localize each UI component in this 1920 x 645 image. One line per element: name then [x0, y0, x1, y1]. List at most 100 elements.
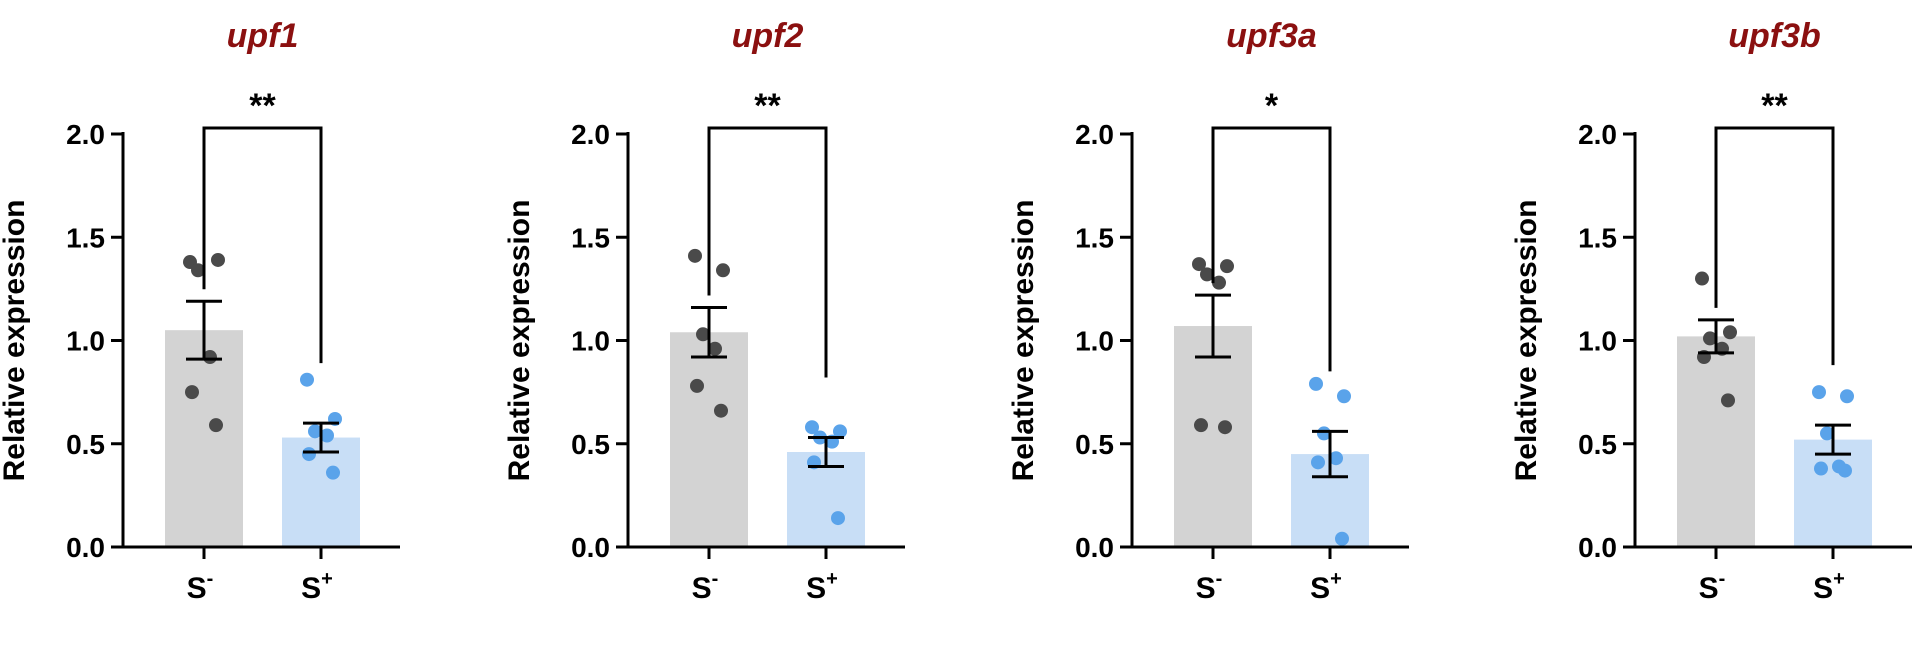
data-point-s-minus	[1194, 418, 1208, 433]
y-tick-label: 2.0	[1578, 119, 1617, 150]
data-point-s-plus	[1329, 451, 1343, 466]
chart-title: upf3b	[1728, 17, 1821, 55]
error-bar-s-minus	[1698, 318, 1734, 355]
y-tick-label: 2.0	[66, 119, 105, 150]
error-bar-s-plus	[1815, 423, 1851, 456]
data-point-s-minus	[714, 403, 728, 418]
data-point-s-plus	[833, 424, 847, 439]
data-point-s-plus	[308, 424, 322, 439]
error-bar-s-plus	[1312, 429, 1348, 479]
data-point-s-minus	[690, 378, 704, 393]
data-point-s-minus	[191, 263, 205, 278]
significance-bracket	[707, 126, 828, 378]
x-tick-label-base: S	[187, 572, 207, 605]
x-tick-label-base: S	[806, 572, 826, 605]
chart-panel-upf2: upf2 Relative expression ** 0.0 0.5 1.0 1.5 2.0…	[503, 17, 905, 605]
x-tick-label-base: S	[692, 572, 712, 605]
data-point-s-minus	[688, 248, 702, 263]
bar-s-minus	[1174, 326, 1252, 547]
y-tick-label: 0.0	[1075, 532, 1114, 563]
data-point-s-minus	[1212, 275, 1226, 290]
significance-bracket	[1714, 126, 1835, 366]
x-tick-label-base: S	[1699, 572, 1719, 605]
x-tick-label-superscript: -	[712, 568, 719, 590]
significance-label: **	[1761, 87, 1788, 125]
error-bar-s-minus	[1195, 293, 1231, 359]
data-point-s-minus	[708, 341, 722, 356]
x-tick-label-s-plus: S+	[1310, 568, 1342, 605]
bar-s-minus	[165, 330, 243, 547]
data-point-s-minus	[211, 252, 225, 267]
data-point-s-plus	[320, 428, 334, 443]
x-tick-label-s-plus: S+	[1813, 568, 1845, 605]
data-point-s-plus	[831, 511, 845, 526]
significance-bracket	[1211, 126, 1332, 372]
significance-label: *	[1265, 87, 1279, 125]
chart-title: upf2	[732, 17, 804, 55]
y-tick-label: 2.0	[1075, 119, 1114, 150]
data-point-s-minus	[185, 385, 199, 400]
data-point-s-plus	[1309, 376, 1323, 391]
y-tick-label: 0.5	[1075, 429, 1114, 460]
chart-panel-upf3b: upf3b Relative expression ** 0.0 0.5 1.0 1.5 2.…	[1510, 17, 1912, 605]
chart-panel-upf3a: upf3a Relative expression * 0.0 0.5 1.0 1.5 2.0…	[1007, 17, 1409, 605]
data-point-s-minus	[1220, 259, 1234, 274]
data-point-s-minus	[696, 327, 710, 342]
bar-s-minus	[1677, 336, 1755, 547]
x-tick-label-s-plus: S+	[301, 568, 333, 605]
significance-label: **	[754, 87, 781, 125]
x-tick-label-superscript: -	[1216, 568, 1223, 590]
y-axis-label: Relative expression	[1007, 200, 1040, 482]
y-tick-label: 2.0	[571, 119, 610, 150]
y-tick-label: 0.5	[1578, 429, 1617, 460]
y-tick-label: 1.0	[1578, 326, 1617, 357]
x-tick-label-s-plus: S+	[806, 568, 838, 605]
data-point-s-plus	[1335, 531, 1349, 546]
x-tick-label-s-minus: S-	[1196, 568, 1223, 605]
x-tick-label-base: S	[1813, 572, 1833, 605]
x-tick-label-s-minus: S-	[1699, 568, 1726, 605]
chart-panel-upf1: upf1 Relative expression ** 0.0 0.5 1.0 1.5 2.0…	[0, 17, 400, 605]
x-tick-label-superscript: +	[321, 568, 333, 590]
data-point-s-plus	[302, 447, 316, 462]
data-point-s-plus	[1838, 463, 1852, 478]
error-bar-s-plus	[808, 436, 844, 468]
y-tick-label: 1.0	[571, 326, 610, 357]
data-point-s-minus	[1192, 257, 1206, 272]
x-tick-label-superscript: -	[207, 568, 214, 590]
chart-title: upf1	[227, 17, 299, 55]
data-point-s-minus	[1703, 331, 1717, 346]
x-tick-label-s-minus: S-	[187, 568, 214, 605]
data-point-s-plus	[1812, 385, 1826, 400]
bar-s-plus	[282, 437, 360, 547]
data-point-s-plus	[1814, 461, 1828, 476]
data-point-s-plus	[326, 465, 340, 480]
data-point-s-minus	[1723, 325, 1737, 340]
y-tick-label: 0.5	[571, 429, 610, 460]
data-point-s-minus	[1695, 271, 1709, 286]
data-point-s-plus	[1337, 389, 1351, 404]
data-point-s-plus	[300, 372, 314, 387]
y-tick-label: 1.5	[1578, 222, 1617, 253]
y-tick-label: 1.0	[1075, 326, 1114, 357]
x-tick-label-base: S	[1196, 572, 1216, 605]
y-tick-label: 0.0	[1578, 532, 1617, 563]
error-bar-s-minus	[186, 299, 222, 361]
data-point-s-plus	[805, 420, 819, 435]
y-axis-label: Relative expression	[1510, 200, 1543, 482]
bar-s-plus	[1794, 439, 1872, 547]
y-tick-label: 0.0	[66, 532, 105, 563]
y-tick-label: 0.0	[571, 532, 610, 563]
data-point-s-plus	[1820, 426, 1834, 441]
significance-label: **	[249, 87, 276, 125]
data-point-s-minus	[1218, 420, 1232, 435]
x-tick-label-superscript: +	[826, 568, 838, 590]
x-tick-label-base: S	[1310, 572, 1330, 605]
x-tick-label-superscript: +	[1833, 568, 1845, 590]
y-tick-label: 1.5	[571, 222, 610, 253]
y-axis-label: Relative expression	[0, 200, 31, 482]
x-tick-label-superscript: +	[1330, 568, 1342, 590]
bar-s-minus	[670, 332, 748, 547]
y-tick-label: 1.0	[66, 326, 105, 357]
